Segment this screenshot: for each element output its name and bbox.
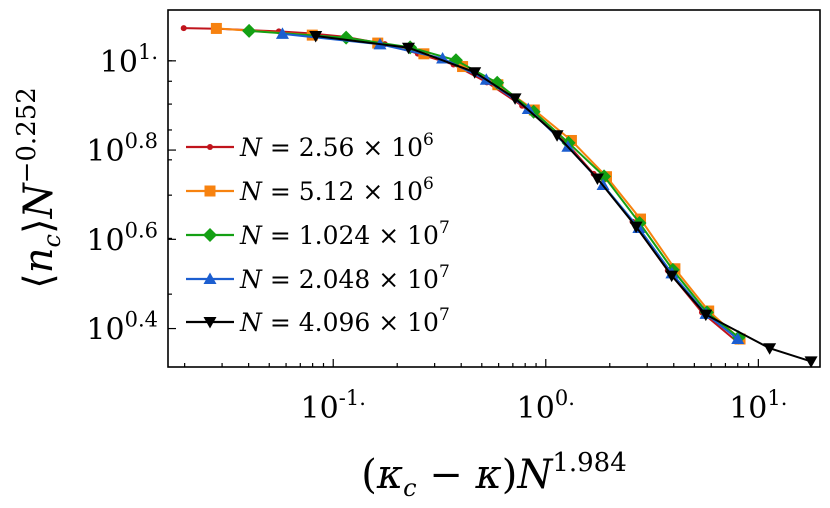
data-point [521, 102, 535, 114]
legend-label: N = 2.56 × 106 [239, 130, 434, 162]
legend-entry: N = 1.024 × 107 [186, 218, 450, 250]
data-point [242, 23, 257, 38]
legend: N = 2.56 × 106 N = 5.12 × 106 N = 1.024 × … [186, 130, 450, 337]
x-axis-ticks: 10-1. 100. 101. [184, 359, 787, 426]
data-point [309, 30, 323, 43]
data-point [590, 173, 604, 185]
legend-entry: N = 5.12 × 106 [186, 174, 434, 206]
x-tick-label: 101. [729, 386, 787, 426]
legend-entry: N = 2.048 × 107 [186, 262, 450, 294]
data-point [550, 130, 564, 142]
legend-marker [203, 228, 217, 242]
y-tick-label: 100.6 [86, 218, 158, 258]
data-point [339, 30, 354, 45]
legend-label: N = 2.048 × 107 [239, 262, 450, 294]
legend-label: N = 1.024 × 107 [239, 218, 450, 250]
legend-entry: N = 2.56 × 106 [186, 130, 434, 162]
legend-marker [203, 272, 217, 284]
plot-frame [167, 9, 821, 368]
data-point [731, 332, 745, 345]
data-point [275, 27, 289, 39]
data-point [468, 67, 482, 79]
legend-marker [207, 144, 213, 150]
x-tick-label: 100. [517, 386, 575, 426]
data-point [180, 25, 187, 32]
data-point [210, 22, 222, 34]
y-tick-label: 100.4 [86, 308, 158, 348]
data-point [763, 343, 777, 355]
series-5 [309, 30, 818, 368]
legend-marker [203, 317, 217, 329]
series-layer [180, 22, 818, 368]
data-point [508, 93, 522, 105]
legend-label: N = 5.12 × 106 [239, 174, 434, 206]
x-axis-title: (κc − κ)N1.984 [361, 448, 627, 502]
data-point [665, 270, 679, 283]
y-axis-title: ⟨nc⟩N−0.252 [12, 87, 66, 289]
data-point [804, 356, 818, 368]
y-tick-label: 100.8 [86, 129, 158, 169]
y-axis-ticks: 100.4 100.6 100.8 101. [86, 40, 176, 348]
legend-label: N = 4.096 × 107 [239, 305, 450, 337]
y-tick-label: 101. [100, 40, 158, 80]
data-point [490, 75, 505, 90]
data-point [597, 169, 612, 184]
legend-marker [204, 185, 216, 197]
data-point [699, 309, 713, 322]
legend-entry: N = 4.096 × 107 [186, 305, 450, 337]
data-point [629, 221, 643, 234]
data-point [457, 61, 469, 73]
x-tick-label: 10-1. [301, 386, 366, 426]
data-point [401, 42, 415, 55]
